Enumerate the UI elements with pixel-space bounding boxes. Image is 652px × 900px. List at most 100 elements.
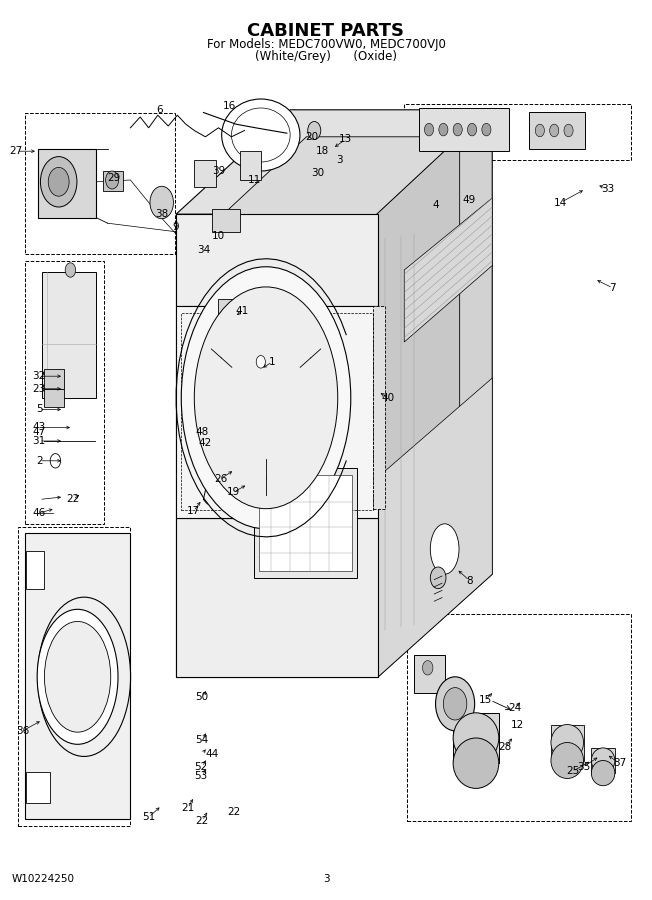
Polygon shape xyxy=(42,272,96,398)
Bar xyxy=(26,772,50,803)
Text: 29: 29 xyxy=(108,173,121,184)
Text: 50: 50 xyxy=(196,692,209,703)
Text: 19: 19 xyxy=(227,487,240,498)
Bar xyxy=(551,724,584,760)
Text: 48: 48 xyxy=(196,427,209,437)
Circle shape xyxy=(453,123,462,136)
Text: 53: 53 xyxy=(194,770,207,781)
Polygon shape xyxy=(355,137,460,657)
Circle shape xyxy=(422,661,433,675)
Ellipse shape xyxy=(591,760,615,786)
Text: 38: 38 xyxy=(155,209,168,220)
Circle shape xyxy=(106,171,119,189)
Text: 6: 6 xyxy=(156,104,163,115)
Text: 42: 42 xyxy=(199,437,212,448)
Text: 22: 22 xyxy=(67,494,80,505)
Text: 16: 16 xyxy=(223,101,236,112)
Text: (White/Grey)      (Oxide): (White/Grey) (Oxide) xyxy=(255,50,397,63)
Bar xyxy=(254,468,357,578)
Bar xyxy=(453,713,499,763)
Text: 3: 3 xyxy=(323,874,329,884)
Text: 54: 54 xyxy=(196,734,209,745)
Circle shape xyxy=(150,186,173,219)
Circle shape xyxy=(65,263,76,277)
Ellipse shape xyxy=(231,108,290,162)
Bar xyxy=(26,551,44,589)
Ellipse shape xyxy=(44,622,111,733)
Text: 43: 43 xyxy=(33,422,46,433)
Text: 41: 41 xyxy=(236,305,249,316)
Text: 32: 32 xyxy=(33,371,46,382)
Text: For Models: MEDC700VW0, MEDC700VJ0: For Models: MEDC700VW0, MEDC700VJ0 xyxy=(207,38,445,50)
Text: 12: 12 xyxy=(511,719,524,730)
Ellipse shape xyxy=(48,167,69,196)
Bar xyxy=(194,160,216,187)
Bar xyxy=(408,614,631,821)
Text: 28: 28 xyxy=(499,742,512,752)
Ellipse shape xyxy=(453,713,499,763)
Text: 15: 15 xyxy=(479,695,492,706)
Text: 20: 20 xyxy=(305,131,318,142)
Text: 44: 44 xyxy=(205,749,218,760)
Ellipse shape xyxy=(194,287,338,508)
Text: 25: 25 xyxy=(566,766,579,777)
Text: 1: 1 xyxy=(269,356,276,367)
Text: W10224250: W10224250 xyxy=(12,874,75,884)
Text: 30: 30 xyxy=(312,167,325,178)
Ellipse shape xyxy=(551,742,584,778)
Text: 51: 51 xyxy=(142,812,155,823)
Text: 4: 4 xyxy=(432,200,439,211)
Text: 3: 3 xyxy=(336,155,342,166)
Circle shape xyxy=(482,123,491,136)
Ellipse shape xyxy=(551,724,584,760)
Bar xyxy=(212,209,240,232)
Text: 36: 36 xyxy=(16,725,29,736)
Circle shape xyxy=(467,123,477,136)
Bar xyxy=(44,369,64,389)
Circle shape xyxy=(535,124,544,137)
Circle shape xyxy=(308,122,321,140)
Circle shape xyxy=(424,123,434,136)
Bar xyxy=(218,299,238,317)
Bar xyxy=(44,389,64,407)
Ellipse shape xyxy=(453,738,499,788)
Bar xyxy=(529,112,585,148)
Ellipse shape xyxy=(40,157,77,207)
Bar xyxy=(419,108,509,151)
Polygon shape xyxy=(378,378,492,677)
Bar xyxy=(259,475,352,571)
Bar xyxy=(301,117,333,144)
Text: 31: 31 xyxy=(33,436,46,446)
Bar xyxy=(181,313,373,510)
Bar xyxy=(25,261,104,524)
Text: 21: 21 xyxy=(181,803,194,814)
Polygon shape xyxy=(38,148,96,218)
Text: 13: 13 xyxy=(339,134,352,145)
Ellipse shape xyxy=(430,524,459,574)
Text: 23: 23 xyxy=(33,383,46,394)
Bar xyxy=(25,112,175,254)
Text: 14: 14 xyxy=(554,197,567,208)
Text: 39: 39 xyxy=(212,166,225,176)
Text: 10: 10 xyxy=(212,230,225,241)
Text: 49: 49 xyxy=(463,194,476,205)
Text: 7: 7 xyxy=(610,283,616,293)
Ellipse shape xyxy=(222,99,300,171)
Bar xyxy=(414,655,445,693)
Text: 46: 46 xyxy=(33,508,46,518)
Text: 11: 11 xyxy=(248,175,261,185)
Polygon shape xyxy=(176,214,378,306)
Ellipse shape xyxy=(181,266,351,529)
Polygon shape xyxy=(404,198,492,342)
Polygon shape xyxy=(378,110,492,677)
Polygon shape xyxy=(202,137,460,234)
Ellipse shape xyxy=(591,748,615,773)
Circle shape xyxy=(430,567,446,589)
Text: 34: 34 xyxy=(197,245,210,256)
Text: CABINET PARTS: CABINET PARTS xyxy=(248,22,404,40)
Text: 8: 8 xyxy=(466,575,473,586)
Text: 17: 17 xyxy=(187,506,200,517)
Text: 40: 40 xyxy=(381,392,394,403)
Text: 24: 24 xyxy=(509,703,522,714)
Text: 22: 22 xyxy=(227,806,240,817)
